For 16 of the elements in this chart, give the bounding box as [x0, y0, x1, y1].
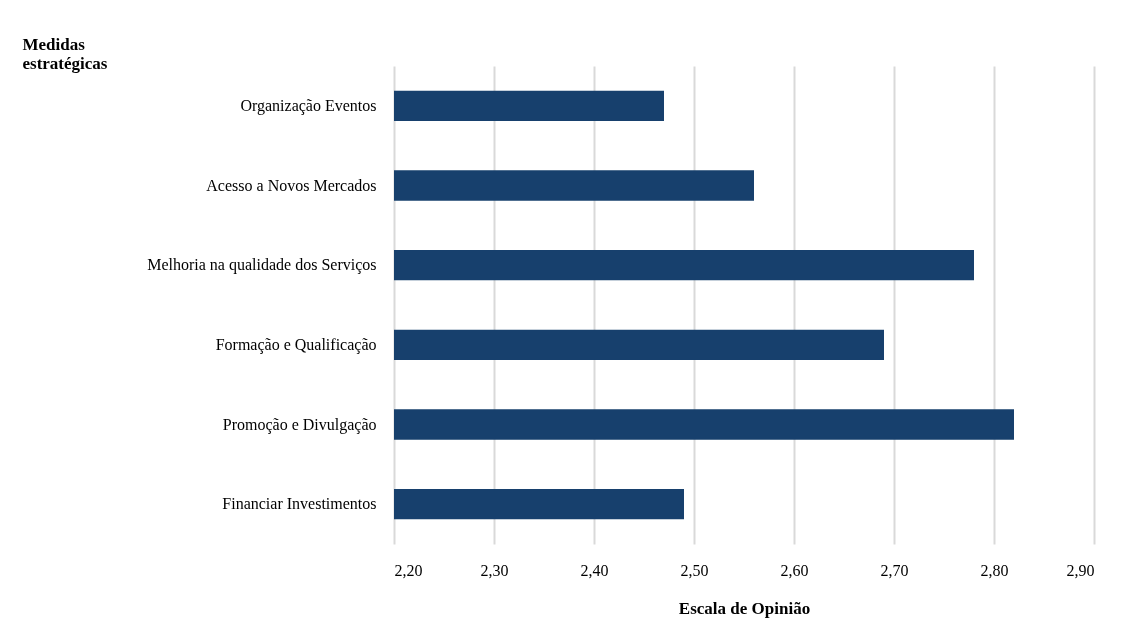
- x-tick-label: 2,50: [680, 561, 709, 579]
- x-tick-label: 2,40: [580, 561, 609, 579]
- x-tick-label: 2,20: [394, 561, 423, 579]
- x-tick-label: 2,90: [1066, 561, 1095, 579]
- y-tick-label: Formação e Qualificação: [215, 335, 377, 354]
- y-tick-label: Organização Eventos: [240, 96, 377, 115]
- x-tick-label: 2,70: [880, 561, 909, 579]
- y-tick-label: Acesso a Novos Mercados: [206, 176, 377, 194]
- x-axis-title: Escala de Opinião: [678, 598, 811, 618]
- y-axis-title: Medidas estratégicas: [22, 34, 108, 73]
- y-tick-label: Financiar Investimentos: [222, 495, 377, 513]
- y-tick-label: Promoção e Divulgação: [222, 415, 377, 434]
- x-tick-label: 2,60: [780, 561, 809, 579]
- x-tick-label: 2,80: [980, 561, 1009, 579]
- x-tick-label: 2,30: [480, 561, 509, 579]
- y-tick-label: Melhoria na qualidade dos Serviços: [147, 256, 377, 275]
